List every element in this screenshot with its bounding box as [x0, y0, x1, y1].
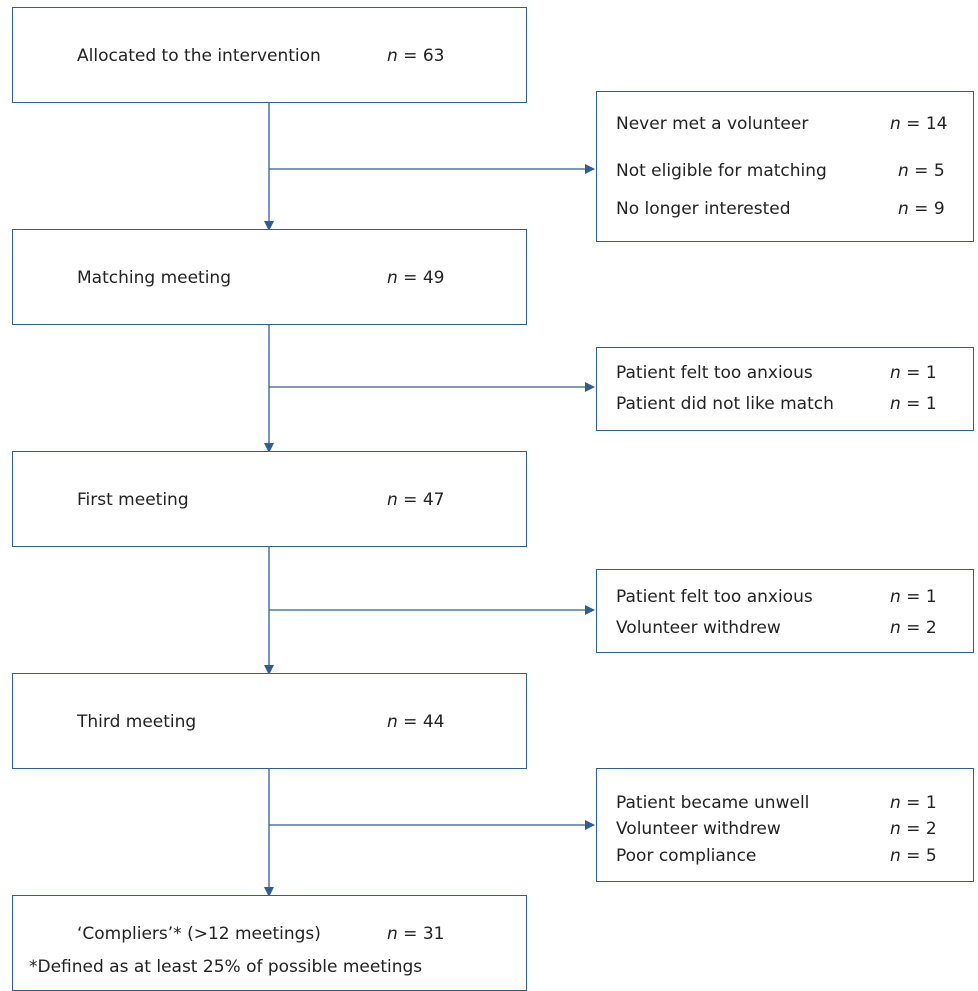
main-box-label: Allocated to the intervention — [77, 46, 321, 66]
main-box-first-meeting: First meeting n = 47 — [12, 451, 527, 547]
main-box-count: n = 47 — [387, 490, 445, 510]
footnote: *Defined as at least 25% of possible mee… — [29, 957, 423, 977]
main-box-count: n = 44 — [387, 712, 445, 732]
side-box-third-meeting-loss: Patient became unwell n = 1 Volunteer wi… — [596, 768, 974, 882]
main-box-count: n = 31 — [387, 924, 445, 944]
main-box-compliers: ‘Compliers’* (>12 meetings) n = 31 *Defi… — [12, 895, 527, 991]
main-box-label: ‘Compliers’* (>12 meetings) — [77, 924, 321, 944]
main-box-third-meeting: Third meeting n = 44 — [12, 673, 527, 769]
main-box-label: Third meeting — [77, 712, 197, 732]
side-box-first-meeting-loss: Patient felt too anxious n = 1 Volunteer… — [596, 569, 974, 653]
side-box-never-met: Never met a volunteer n = 14 Not eligibl… — [596, 91, 974, 242]
main-box-matching: Matching meeting n = 49 — [12, 229, 527, 325]
main-box-count: n = 63 — [387, 46, 445, 66]
main-box-label: Matching meeting — [77, 268, 231, 288]
side-box-matching-loss: Patient felt too anxious n = 1 Patient d… — [596, 347, 974, 431]
main-box-label: First meeting — [77, 490, 189, 510]
main-box-allocated: Allocated to the intervention n = 63 — [12, 7, 527, 103]
main-box-count: n = 49 — [387, 268, 445, 288]
